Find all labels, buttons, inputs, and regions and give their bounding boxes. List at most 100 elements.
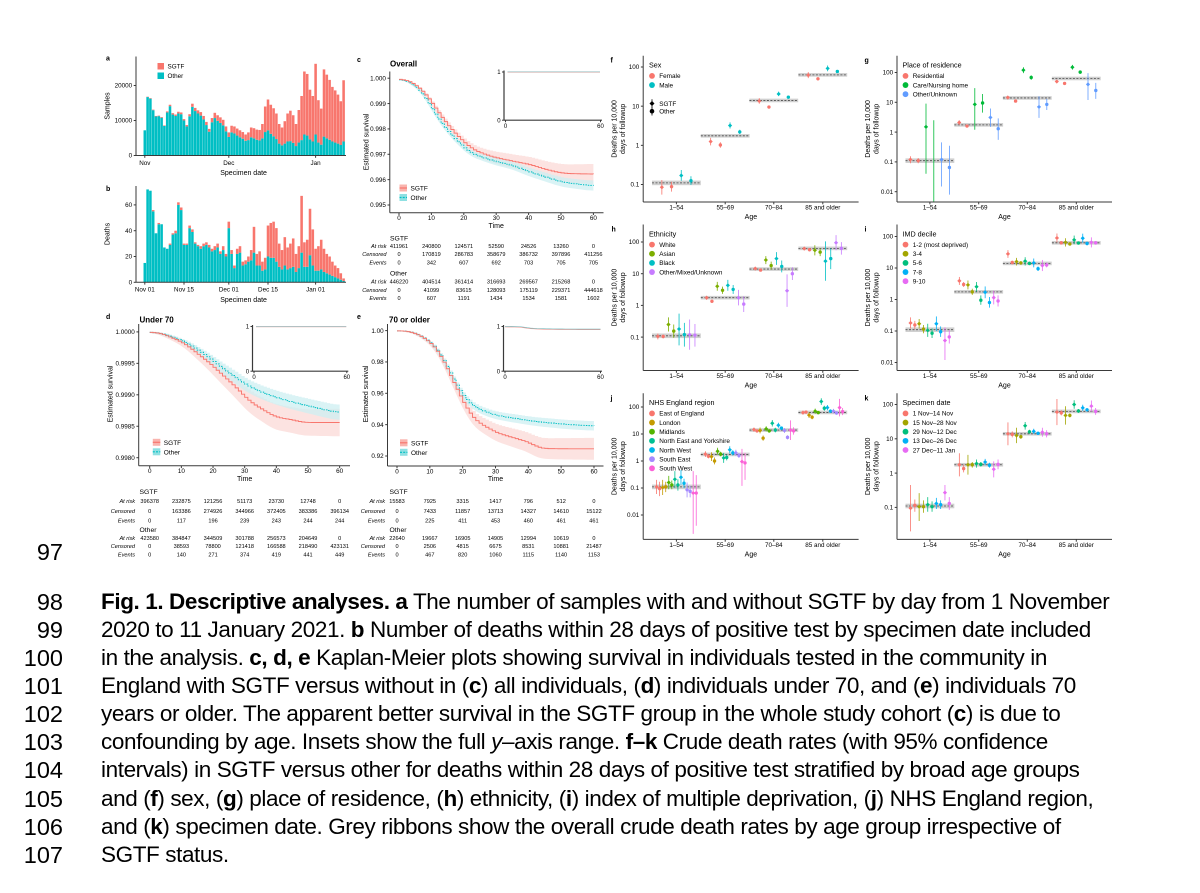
svg-text:50: 50 [558, 468, 566, 475]
svg-text:1: 1 [636, 143, 640, 150]
svg-text:Deaths per 10,000: Deaths per 10,000 [612, 269, 619, 327]
svg-text:4815: 4815 [456, 544, 468, 550]
svg-text:East of England: East of England [659, 411, 705, 418]
svg-text:0.995: 0.995 [370, 202, 386, 209]
svg-text:days of followup: days of followup [620, 272, 627, 322]
svg-text:29 Nov–12 Dec: 29 Nov–12 Dec [913, 429, 958, 436]
svg-text:20000: 20000 [115, 83, 133, 90]
svg-text:441: 441 [303, 552, 312, 558]
svg-text:1060: 1060 [489, 552, 501, 558]
svg-text:40: 40 [525, 468, 533, 475]
svg-text:days of followup: days of followup [874, 272, 881, 322]
svg-text:Sex: Sex [649, 61, 662, 70]
svg-text:0: 0 [497, 369, 501, 375]
svg-text:467: 467 [425, 552, 434, 558]
svg-text:Deaths: Deaths [105, 222, 112, 245]
svg-text:White: White [659, 242, 676, 249]
svg-text:163386: 163386 [172, 509, 191, 515]
svg-text:Age: Age [998, 383, 1011, 390]
svg-text:41099: 41099 [424, 288, 440, 294]
svg-text:60: 60 [336, 468, 344, 475]
svg-text:85 and older: 85 and older [1059, 205, 1094, 212]
svg-text:0.998: 0.998 [370, 126, 386, 133]
svg-text:83615: 83615 [456, 288, 472, 294]
svg-text:1434: 1434 [490, 296, 502, 302]
svg-text:Deaths per 10,000: Deaths per 10,000 [865, 269, 872, 327]
svg-text:85 and older: 85 and older [805, 373, 840, 380]
svg-text:196: 196 [208, 518, 217, 524]
svg-text:384847: 384847 [172, 536, 191, 542]
svg-text:9-10: 9-10 [913, 279, 926, 286]
svg-text:0: 0 [252, 375, 256, 381]
svg-text:170819: 170819 [422, 252, 441, 258]
svg-text:271: 271 [208, 552, 217, 558]
svg-text:1.00: 1.00 [371, 328, 384, 335]
svg-text:Estimated survival: Estimated survival [108, 365, 115, 422]
svg-text:16905: 16905 [455, 536, 471, 542]
svg-text:449: 449 [335, 552, 344, 558]
svg-text:1–54: 1–54 [669, 373, 684, 380]
svg-text:121418: 121418 [235, 544, 254, 550]
svg-text:3-4: 3-4 [913, 251, 923, 258]
svg-text:0: 0 [148, 552, 151, 558]
svg-text:1 Nov–14 Nov: 1 Nov–14 Nov [913, 411, 954, 418]
svg-text:140: 140 [177, 552, 186, 558]
svg-text:0: 0 [592, 536, 595, 542]
svg-text:1: 1 [497, 325, 501, 331]
svg-text:1581: 1581 [555, 296, 567, 302]
svg-text:121256: 121256 [204, 499, 223, 505]
svg-text:SGTF: SGTF [164, 440, 181, 447]
svg-text:15583: 15583 [389, 499, 405, 505]
svg-text:At risk: At risk [368, 499, 386, 505]
svg-text:692: 692 [492, 260, 501, 266]
svg-text:1-2 (most deprived): 1-2 (most deprived) [913, 242, 968, 249]
svg-text:Ethnicity: Ethnicity [649, 229, 677, 238]
svg-text:7925: 7925 [424, 499, 436, 505]
svg-text:124571: 124571 [454, 244, 473, 250]
svg-text:k: k [865, 396, 869, 403]
svg-text:SGTF: SGTF [411, 186, 428, 193]
svg-text:SGTF: SGTF [390, 236, 408, 243]
svg-text:20: 20 [125, 254, 133, 261]
svg-text:0: 0 [397, 296, 400, 302]
svg-text:460: 460 [524, 518, 533, 524]
svg-text:Censored: Censored [362, 252, 387, 258]
svg-text:85 and older: 85 and older [1059, 542, 1094, 549]
svg-text:30: 30 [492, 468, 500, 475]
svg-text:27 Dec–11 Jan: 27 Dec–11 Jan [913, 447, 956, 454]
svg-text:Events: Events [118, 518, 135, 524]
svg-text:1: 1 [890, 129, 894, 136]
svg-text:100: 100 [629, 64, 640, 71]
svg-text:1.0000: 1.0000 [116, 329, 136, 336]
svg-text:0: 0 [397, 252, 400, 258]
svg-text:6675: 6675 [489, 544, 501, 550]
svg-text:0: 0 [148, 518, 151, 524]
svg-text:Estimated survival: Estimated survival [364, 113, 371, 170]
svg-text:269567: 269567 [519, 280, 538, 286]
svg-text:c: c [357, 57, 361, 64]
svg-text:Samples: Samples [105, 92, 112, 120]
svg-text:Age: Age [745, 383, 758, 390]
svg-text:14905: 14905 [488, 536, 504, 542]
svg-text:100: 100 [629, 239, 640, 246]
svg-text:12994: 12994 [521, 536, 537, 542]
svg-text:South East: South East [659, 456, 690, 463]
svg-text:At risk: At risk [370, 244, 388, 250]
svg-text:0: 0 [129, 280, 133, 287]
svg-text:100: 100 [883, 402, 894, 409]
svg-text:14327: 14327 [521, 509, 537, 515]
svg-text:372405: 372405 [267, 509, 286, 515]
svg-text:444618: 444618 [584, 288, 603, 294]
svg-text:days of followup: days of followup [874, 441, 881, 491]
svg-text:215268: 215268 [552, 280, 571, 286]
svg-text:70–84: 70–84 [1019, 542, 1037, 549]
svg-text:10: 10 [632, 271, 640, 278]
svg-text:1: 1 [636, 458, 640, 465]
svg-text:0.1: 0.1 [631, 334, 640, 341]
svg-text:703: 703 [524, 260, 533, 266]
svg-text:21487: 21487 [586, 544, 602, 550]
svg-text:0.9980: 0.9980 [116, 455, 136, 462]
svg-text:b: b [106, 186, 110, 193]
svg-text:Jan 01: Jan 01 [306, 287, 325, 294]
svg-text:20: 20 [210, 468, 218, 475]
